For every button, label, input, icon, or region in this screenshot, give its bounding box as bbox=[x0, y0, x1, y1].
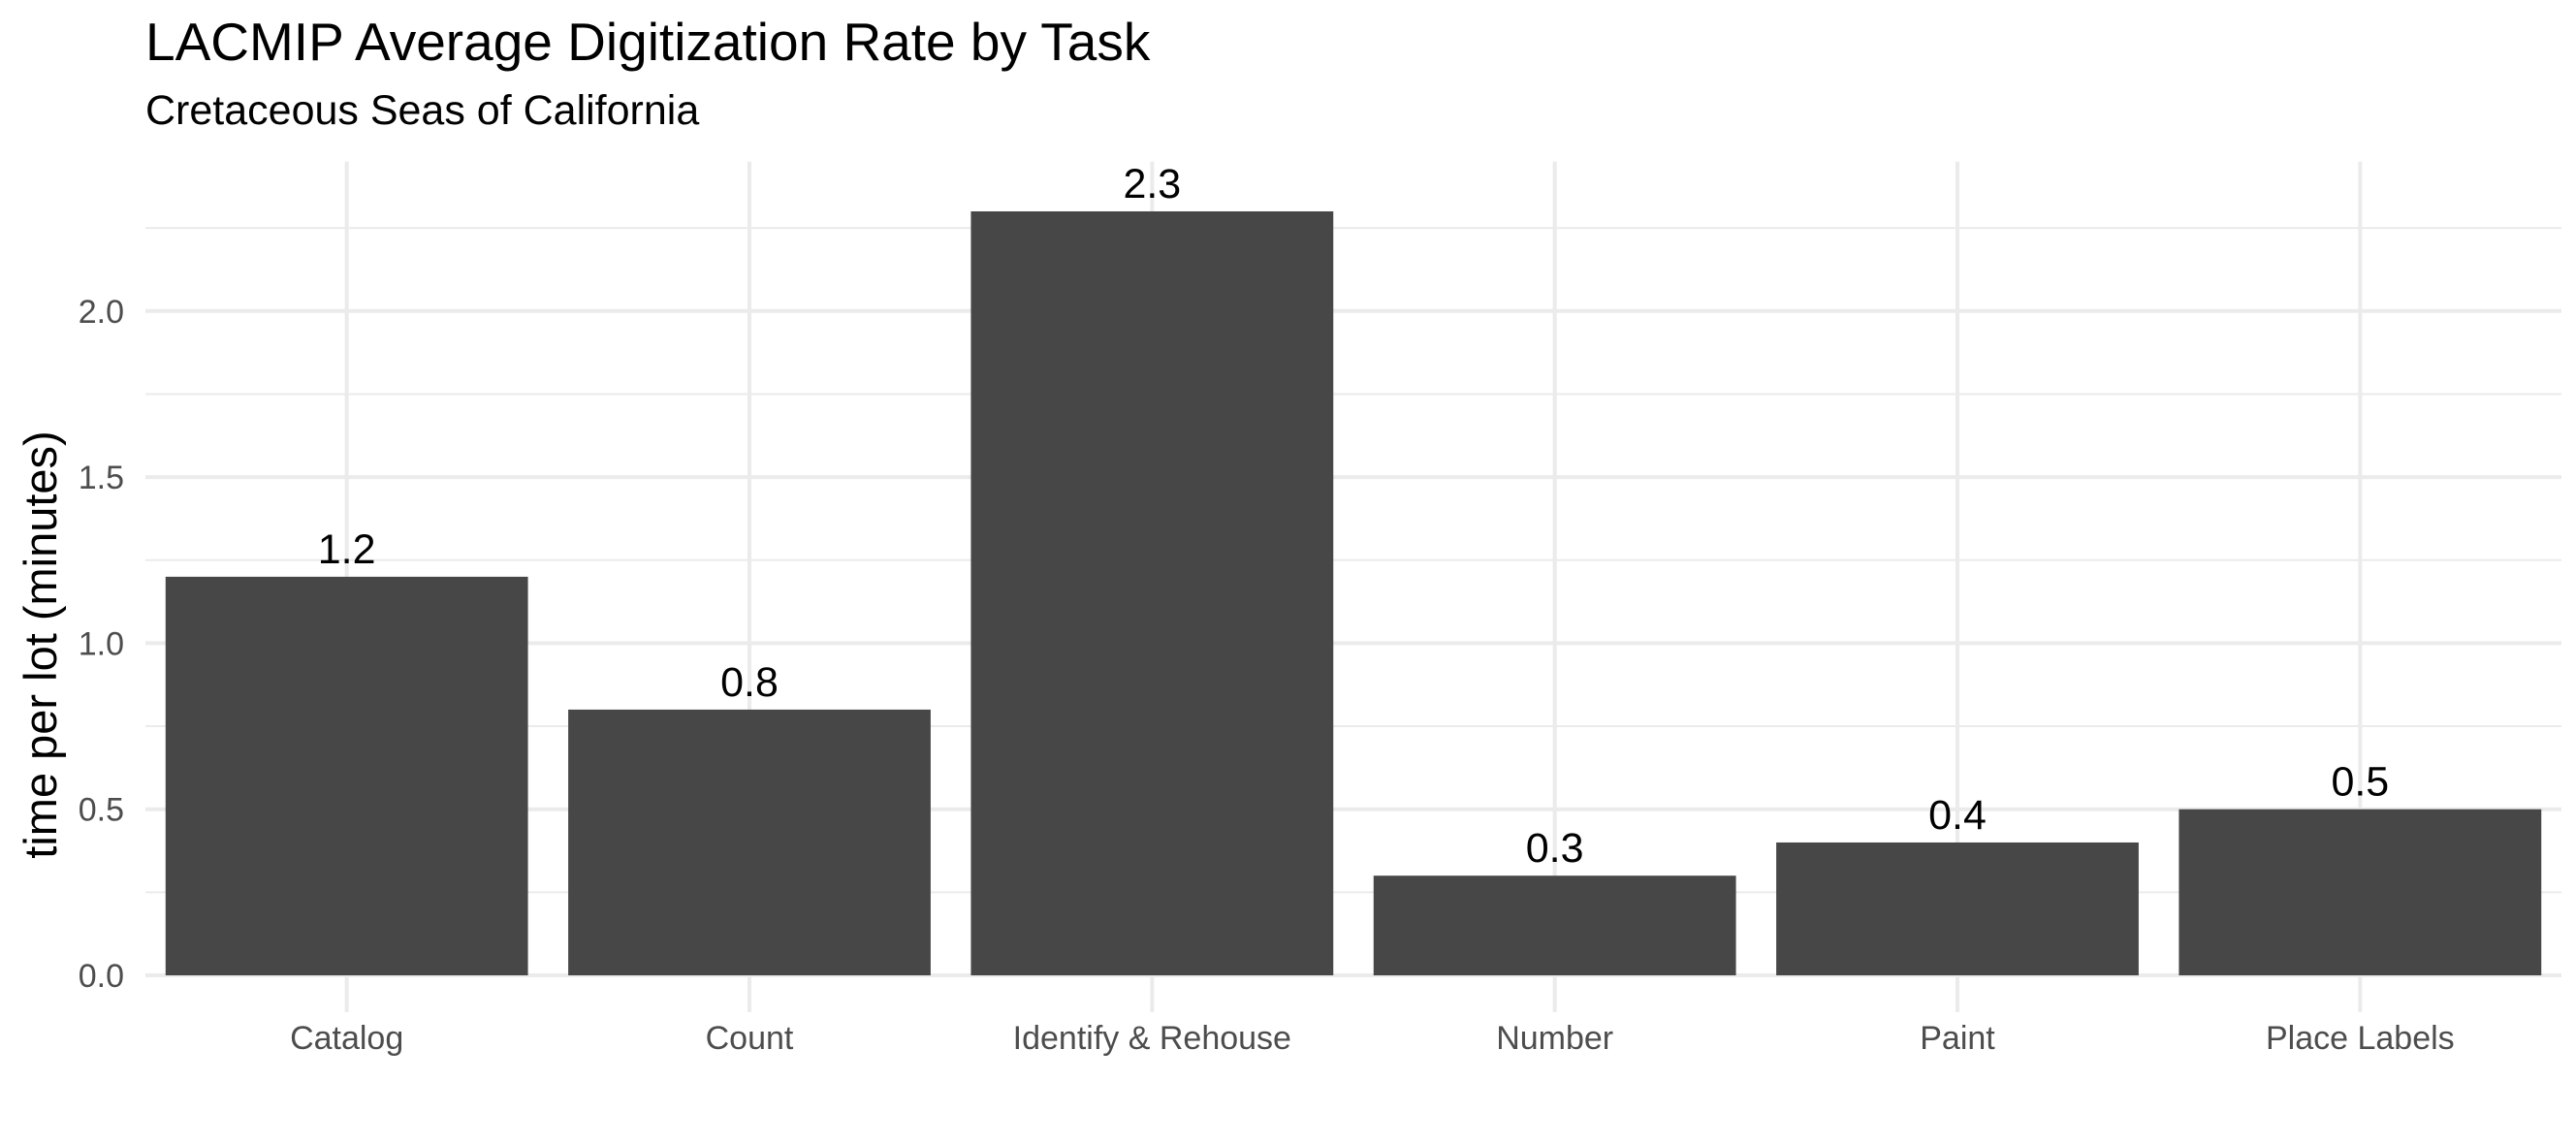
y-tick-label: 2.0 bbox=[79, 294, 124, 331]
data-label: 0.5 bbox=[2331, 759, 2389, 806]
x-tick-label: Identify & Rehouse bbox=[1013, 1020, 1291, 1057]
y-tick-label: 0.0 bbox=[79, 958, 124, 995]
bars bbox=[165, 211, 2542, 975]
y-axis-ticks: 0.0 0.5 1.0 1.5 2.0 bbox=[79, 294, 124, 995]
bar bbox=[165, 576, 528, 975]
y-tick-label: 0.5 bbox=[79, 792, 124, 829]
y-tick-label: 1.0 bbox=[79, 625, 124, 662]
chart-subtitle: Cretaceous Seas of California bbox=[145, 87, 699, 134]
data-labels: 1.2 0.8 2.3 0.3 0.4 0.5 bbox=[318, 161, 2389, 872]
y-axis-label: time per lot (minutes) bbox=[15, 430, 66, 858]
data-label: 1.2 bbox=[318, 526, 376, 573]
bar bbox=[568, 709, 931, 975]
x-tick-label: Place Labels bbox=[2266, 1020, 2455, 1057]
x-axis-ticks: Catalog Count Identify & Rehouse Number Pain… bbox=[290, 1020, 2455, 1057]
x-tick-label: Count bbox=[706, 1020, 794, 1057]
data-label: 0.8 bbox=[720, 659, 779, 706]
bar bbox=[2178, 809, 2542, 975]
bar bbox=[970, 211, 1334, 975]
y-tick-label: 1.5 bbox=[79, 460, 124, 496]
x-tick-label: Paint bbox=[1920, 1020, 1995, 1057]
x-tick-label: Number bbox=[1496, 1020, 1613, 1057]
data-label: 0.3 bbox=[1526, 825, 1584, 872]
x-tick-label: Catalog bbox=[290, 1020, 403, 1057]
bar bbox=[1776, 842, 2139, 975]
bar bbox=[1373, 875, 1736, 975]
data-label: 0.4 bbox=[1928, 792, 1987, 839]
chart-title: LACMIP Average Digitization Rate by Task bbox=[145, 12, 1151, 72]
data-label: 2.3 bbox=[1123, 161, 1181, 207]
